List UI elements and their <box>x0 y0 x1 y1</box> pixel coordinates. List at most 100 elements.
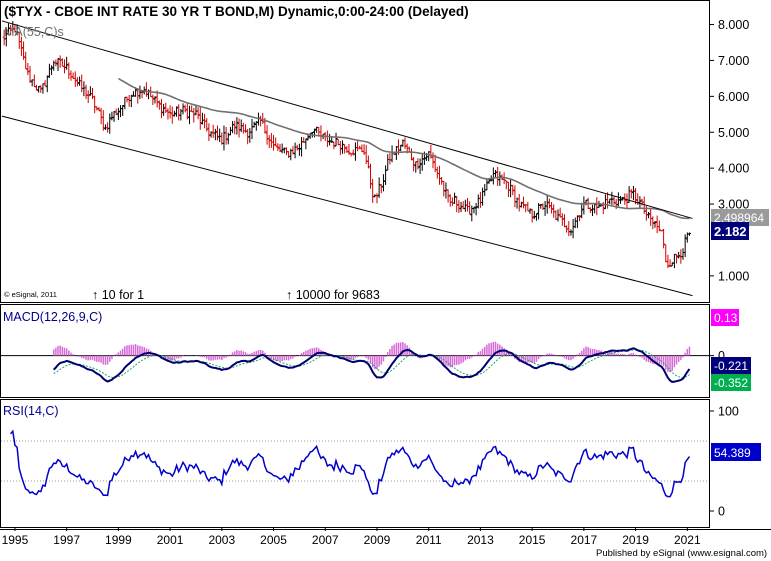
price-bar <box>642 196 646 214</box>
price-bar <box>175 106 179 117</box>
price-bar <box>99 107 103 125</box>
price-bar <box>233 120 237 135</box>
price-bar <box>22 41 26 60</box>
macd-panel-title: MACD(12,26,9,C) <box>3 310 102 324</box>
price-bar <box>575 215 579 228</box>
price-bar <box>159 98 163 119</box>
price-bar <box>390 145 394 163</box>
price-bar <box>151 94 155 106</box>
price-bar <box>37 86 41 93</box>
price-bar <box>416 158 420 170</box>
price-bar <box>19 36 23 56</box>
trend-channel-upper <box>1 20 693 219</box>
price-bar <box>65 56 69 70</box>
price-bar <box>569 229 573 236</box>
signal-value-tag <box>711 374 751 391</box>
price-bar <box>24 51 28 70</box>
price-bar <box>578 215 582 222</box>
price-bar <box>455 195 459 213</box>
price-bar <box>157 100 161 110</box>
price-bar <box>300 137 304 157</box>
price-bar <box>381 174 385 192</box>
price-bar <box>272 135 276 151</box>
price-bar <box>681 248 685 260</box>
price-bar <box>537 203 541 220</box>
price-bar <box>653 221 657 228</box>
price-bar <box>657 220 661 232</box>
price-bar <box>50 65 54 76</box>
price-bar <box>237 118 241 138</box>
price-bar <box>276 143 280 152</box>
rsi-y-tick-label: 100 <box>718 405 739 419</box>
price-bar <box>659 230 663 232</box>
price-bar <box>69 70 73 81</box>
price-bar <box>291 146 295 155</box>
histogram-value-text: 0.13 <box>714 311 738 325</box>
price-bar <box>610 191 614 205</box>
last-price-text: 2.182 <box>714 224 747 239</box>
price-bar <box>498 171 502 186</box>
x-tick-label: 1999 <box>105 533 132 547</box>
price-bar <box>138 85 142 100</box>
macd-value-text: -0.221 <box>714 359 748 373</box>
ma-label: MA(55,C)s <box>4 25 64 39</box>
price-bar <box>211 124 215 138</box>
price-bar <box>73 71 77 87</box>
price-bar <box>45 75 49 93</box>
price-bar <box>687 232 691 236</box>
price-bar <box>244 124 248 133</box>
rsi-value-tag <box>711 443 761 461</box>
trend-channel-lower <box>1 115 693 297</box>
x-tick-label: 2009 <box>364 533 391 547</box>
price-bar <box>655 215 659 234</box>
price-bar <box>207 123 211 141</box>
price-bar <box>123 96 127 110</box>
price-bar <box>11 21 15 34</box>
price-bar <box>675 254 679 264</box>
price-bar <box>554 210 558 221</box>
rsi-line <box>10 429 691 498</box>
rsi-y-tick-label: 0 <box>718 505 725 519</box>
price-bar <box>625 193 629 209</box>
price-bar <box>494 169 498 178</box>
price-bar <box>534 213 538 221</box>
price-bar <box>164 102 168 113</box>
price-bar <box>386 154 390 171</box>
macd-plot <box>1 341 709 384</box>
price-bar <box>468 201 472 215</box>
price-bar <box>103 124 107 131</box>
price-bar <box>30 79 34 87</box>
moving-average-line <box>117 77 690 220</box>
price-bar <box>560 213 564 226</box>
price-bar <box>649 207 653 226</box>
price-bar <box>375 193 379 204</box>
price-bar <box>547 198 551 209</box>
price-bar <box>250 118 254 140</box>
price-bar <box>629 189 633 199</box>
price-bar <box>388 153 392 165</box>
price-bar <box>664 244 668 263</box>
price-bar <box>252 121 256 128</box>
price-bar <box>121 105 125 116</box>
price-bar <box>71 72 75 79</box>
price-bar <box>278 143 282 153</box>
price-bar <box>420 154 424 171</box>
price-bar <box>463 199 467 212</box>
price-bar <box>86 90 90 104</box>
price-bar <box>129 94 133 108</box>
price-bar <box>297 143 301 156</box>
price-bar <box>13 23 17 33</box>
price-bar <box>446 189 450 203</box>
x-tick-label: 2007 <box>312 533 339 547</box>
price-bar <box>75 77 79 87</box>
price-y-tick-label: 7.000 <box>718 54 749 68</box>
price-bar <box>246 128 250 145</box>
price-bar <box>485 179 489 191</box>
price-bar <box>338 141 342 155</box>
price-bar <box>93 95 97 114</box>
price-bar <box>491 167 495 185</box>
price-bar <box>450 197 454 206</box>
price-bar <box>530 208 534 223</box>
price-bar <box>280 143 284 154</box>
